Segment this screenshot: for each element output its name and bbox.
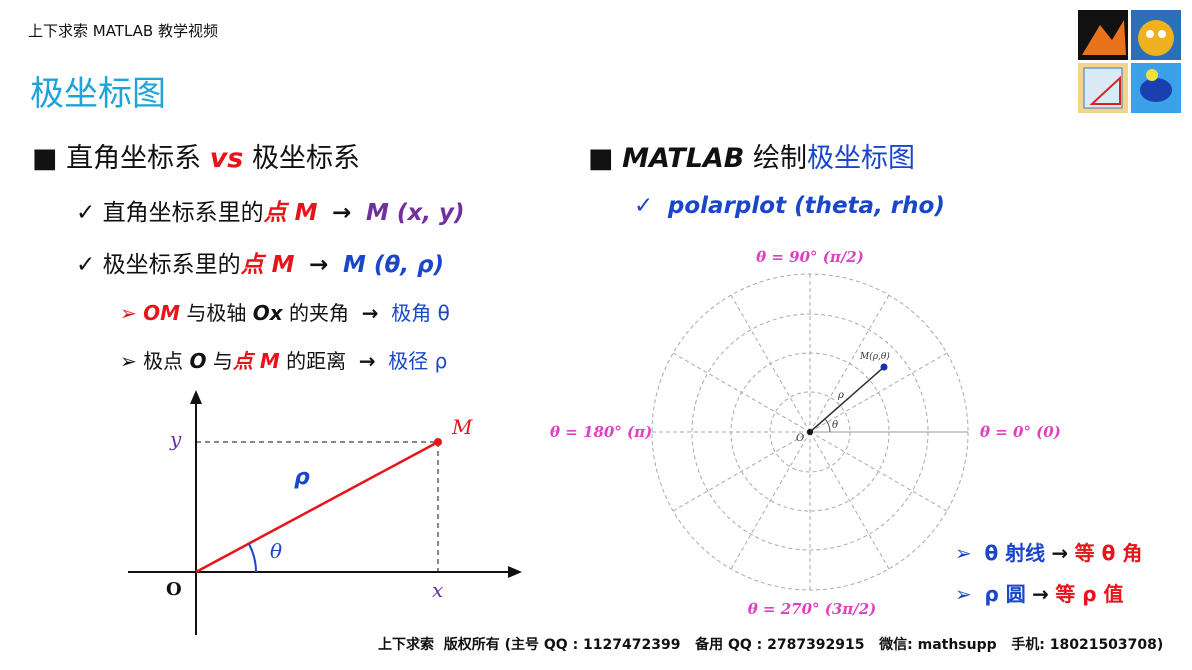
polar-right-label: θ = 0° (0) — [980, 423, 1061, 441]
text: 极坐标图 — [806, 143, 915, 174]
polar-bottom-label: θ = 270° (3π/2) — [748, 600, 877, 618]
origin-label: O — [166, 579, 182, 600]
text: M (θ, ρ) — [343, 252, 444, 278]
text: 的夹角 — [289, 301, 350, 325]
text: OM — [143, 301, 181, 325]
subitem: ➢ 极点 O 与点 M 的距离 → 极径 ρ — [120, 349, 448, 373]
text: polarplot (theta, rho) — [667, 193, 945, 219]
text: 与极轴 — [186, 301, 247, 325]
polar-theta: θ — [832, 420, 838, 431]
polar-origin: O — [796, 433, 804, 444]
axis-y-label: y — [169, 427, 182, 451]
text: 直角坐标系里的 — [102, 200, 264, 226]
text: 极径 ρ — [388, 349, 448, 373]
polar-rho: ρ — [837, 390, 844, 401]
item: ✓ polarplot (theta, rho) — [634, 193, 945, 219]
item: ✓ 直角坐标系里的点 M → M (x, y) — [76, 200, 465, 226]
text: 点 M — [240, 252, 295, 278]
polar-left-label: θ = 180° (π) — [550, 423, 652, 441]
polar-point-label: M(ρ,θ) — [859, 351, 890, 362]
text: ρ 圆 — [984, 582, 1026, 606]
note: ➢ θ 射线 → 等 θ 角 — [955, 541, 1143, 565]
header: 上下求索 MATLAB 教学视频 — [28, 22, 218, 40]
axis-x-label: x — [432, 578, 443, 602]
footer: 上下求索 版权所有 (主号 QQ : 1127472399 备用 QQ : 27… — [378, 637, 1164, 653]
text: 等 θ 角 — [1074, 541, 1143, 565]
text: M (x, y) — [366, 200, 465, 226]
theta-label: θ — [270, 539, 282, 563]
item: ✓ 极坐标系里的点 M → M (θ, ρ) — [76, 252, 444, 278]
subitem: ➢ OM 与极轴 Ox 的夹角 → 极角 θ — [120, 301, 450, 325]
left-heading: ■ 直角坐标系 vs 极坐标系 — [32, 143, 360, 174]
text: 极坐标系里的 — [102, 252, 241, 278]
text: vs — [209, 143, 244, 174]
text: 与 — [212, 349, 233, 373]
rho-label: ρ — [294, 465, 310, 490]
text: 等 ρ 值 — [1055, 582, 1124, 606]
text: 点 M — [232, 349, 280, 373]
text: 极坐标系 — [251, 143, 360, 174]
text: O — [189, 349, 207, 373]
text: MATLAB — [622, 143, 745, 174]
right-heading: ■ MATLAB 绘制极坐标图 — [588, 143, 915, 174]
text: Ox — [252, 301, 283, 325]
text: 点 M — [263, 200, 318, 226]
title: 极坐标图 — [30, 74, 166, 114]
note: ➢ ρ 圆 → 等 ρ 值 — [955, 582, 1124, 606]
text: 直角坐标系 — [66, 143, 202, 174]
text: θ 射线 — [984, 541, 1046, 565]
text: 的距离 — [286, 349, 347, 373]
text: 极角 θ — [391, 301, 450, 325]
point-label: M — [451, 415, 473, 439]
text: 极点 — [143, 349, 184, 373]
polar-top-label: θ = 90° (π/2) — [756, 248, 864, 266]
text: 绘制 — [752, 143, 807, 174]
